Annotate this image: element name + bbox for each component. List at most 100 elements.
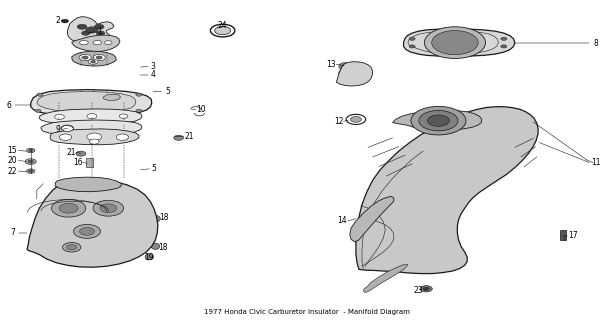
Polygon shape	[39, 109, 142, 124]
Circle shape	[80, 228, 95, 235]
Circle shape	[77, 24, 87, 29]
Text: 18: 18	[158, 243, 168, 252]
Text: 10: 10	[196, 105, 206, 114]
Polygon shape	[37, 92, 136, 112]
Text: 5: 5	[165, 87, 170, 96]
Circle shape	[116, 134, 128, 140]
Text: 21: 21	[185, 132, 195, 141]
Text: 1: 1	[97, 27, 101, 36]
Ellipse shape	[339, 75, 351, 83]
Circle shape	[76, 151, 86, 156]
Circle shape	[136, 109, 142, 112]
Circle shape	[29, 170, 33, 172]
Circle shape	[409, 37, 415, 40]
Circle shape	[52, 199, 86, 217]
Polygon shape	[403, 29, 515, 56]
Circle shape	[420, 286, 432, 292]
Polygon shape	[356, 107, 538, 274]
Text: 7: 7	[10, 228, 15, 237]
Circle shape	[501, 45, 507, 48]
Ellipse shape	[342, 65, 348, 68]
Circle shape	[96, 56, 103, 59]
Circle shape	[59, 203, 78, 213]
Polygon shape	[336, 62, 373, 86]
Circle shape	[93, 40, 102, 45]
Circle shape	[91, 60, 96, 63]
Circle shape	[409, 45, 415, 48]
Text: 16: 16	[73, 158, 83, 167]
Circle shape	[55, 114, 64, 119]
Circle shape	[104, 41, 112, 44]
Polygon shape	[31, 90, 152, 116]
Polygon shape	[68, 17, 114, 42]
Ellipse shape	[348, 76, 362, 84]
Circle shape	[86, 27, 98, 33]
Circle shape	[87, 133, 102, 141]
Polygon shape	[350, 196, 394, 242]
Circle shape	[82, 56, 88, 59]
Text: 9: 9	[55, 125, 60, 134]
Ellipse shape	[348, 63, 362, 71]
Polygon shape	[55, 177, 121, 192]
Circle shape	[28, 160, 34, 163]
Circle shape	[100, 204, 117, 212]
Circle shape	[423, 287, 429, 290]
Circle shape	[79, 54, 91, 61]
Circle shape	[432, 31, 478, 55]
Circle shape	[427, 115, 449, 126]
Circle shape	[26, 169, 35, 173]
Polygon shape	[41, 120, 142, 136]
Circle shape	[501, 37, 507, 40]
Circle shape	[25, 159, 36, 164]
Text: 3: 3	[150, 62, 155, 71]
Text: 11: 11	[591, 158, 600, 167]
Text: 2: 2	[55, 16, 60, 25]
Ellipse shape	[339, 69, 351, 76]
Ellipse shape	[351, 78, 359, 82]
Text: 13: 13	[327, 60, 336, 69]
Ellipse shape	[152, 215, 160, 222]
Circle shape	[60, 134, 72, 140]
Circle shape	[419, 110, 458, 131]
Circle shape	[119, 114, 128, 118]
Circle shape	[74, 224, 101, 238]
Polygon shape	[72, 51, 116, 66]
Circle shape	[61, 19, 69, 23]
Text: 5: 5	[152, 164, 157, 173]
Text: 23: 23	[413, 285, 423, 295]
Ellipse shape	[351, 65, 359, 69]
Circle shape	[26, 148, 35, 153]
Circle shape	[346, 114, 366, 124]
Text: 22: 22	[7, 167, 17, 176]
Ellipse shape	[151, 243, 160, 250]
Circle shape	[63, 243, 81, 252]
Circle shape	[93, 54, 105, 61]
Ellipse shape	[339, 63, 351, 70]
Circle shape	[411, 106, 466, 135]
Text: 8: 8	[593, 39, 598, 48]
Circle shape	[90, 139, 99, 144]
Ellipse shape	[145, 253, 154, 260]
Text: 21: 21	[66, 148, 76, 157]
Circle shape	[37, 93, 43, 96]
Text: 17: 17	[569, 231, 578, 240]
Circle shape	[424, 27, 486, 59]
Circle shape	[29, 149, 33, 152]
Ellipse shape	[351, 71, 359, 76]
Polygon shape	[392, 110, 482, 130]
Circle shape	[215, 27, 231, 35]
Polygon shape	[50, 129, 139, 145]
Text: 20: 20	[7, 156, 17, 165]
Ellipse shape	[362, 73, 367, 76]
FancyBboxPatch shape	[560, 230, 566, 240]
Circle shape	[87, 114, 97, 119]
Circle shape	[67, 244, 77, 250]
Ellipse shape	[362, 66, 367, 70]
FancyBboxPatch shape	[86, 158, 93, 167]
Text: 14: 14	[338, 216, 348, 225]
Text: 1977 Honda Civic Carburetor Insulator  - Manifold Diagram: 1977 Honda Civic Carburetor Insulator - …	[204, 309, 410, 315]
Circle shape	[96, 31, 104, 35]
Ellipse shape	[342, 77, 348, 81]
Ellipse shape	[359, 65, 370, 71]
Text: 4: 4	[150, 70, 155, 79]
